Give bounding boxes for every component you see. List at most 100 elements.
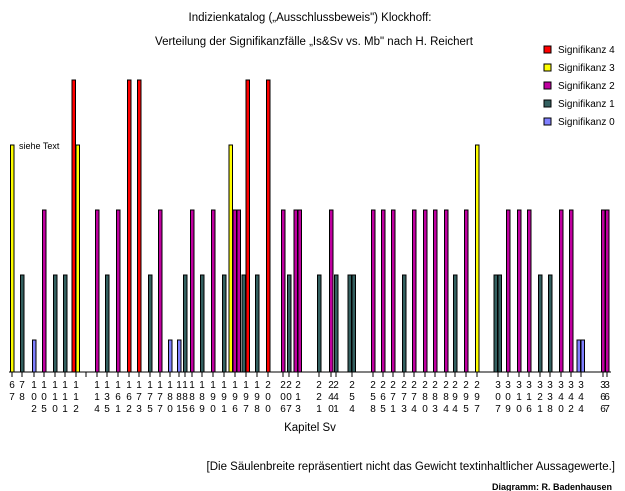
bar-344-signifikanz-0 <box>576 339 581 373</box>
bar-213-signifikanz-2 <box>293 209 298 373</box>
footnote: [Die Säulenbreite repräsentiert nicht da… <box>207 461 615 473</box>
bar-309-signifikanz-2 <box>506 209 511 373</box>
bar-162-signifikanz-4 <box>127 79 132 373</box>
bar-200-signifikanz-4 <box>266 79 271 373</box>
bar-307-signifikanz-1 <box>497 274 502 373</box>
bar-342-signifikanz-2 <box>569 209 574 373</box>
bar-112-signifikanz-3 <box>75 144 80 373</box>
legend: Signifikanz 4 Signifikanz 3 Signifikanz 2 S… <box>543 45 615 128</box>
bar-135-signifikanz-1 <box>105 274 110 373</box>
bar-206-signifikanz-2 <box>281 209 286 373</box>
bar-254-signifikanz-1 <box>351 274 356 373</box>
bar-321-signifikanz-1 <box>538 274 543 373</box>
bar-271-signifikanz-2 <box>391 209 396 373</box>
legend-label: Signifikanz 1 <box>558 99 615 110</box>
bar-273-signifikanz-1 <box>402 274 407 373</box>
legend-label: Signifikanz 2 <box>558 81 615 92</box>
bar-175-signifikanz-1 <box>148 274 153 373</box>
credit: Diagramm: R. Badenhausen <box>492 482 612 491</box>
bar-185-signifikanz-1 <box>183 274 188 373</box>
bar-197-signifikanz-4 <box>245 79 250 373</box>
bar-105-signifikanz-2 <box>42 209 47 373</box>
bar-102-signifikanz-0 <box>32 339 37 373</box>
x-ticks-group: 6 77 8 1 0 2 1 0 5 1 1 0 1 1 1 1 1 2 1 1 4 1 3 5 1 6 1 1 6 2 1 7 3 1 7 5 1 7 7… <box>9 372 610 415</box>
bar-344-signifikanz-0 <box>580 339 585 373</box>
bar-161-signifikanz-2 <box>116 209 121 373</box>
legend-label: Signifikanz 3 <box>558 63 615 74</box>
bar-307-signifikanz-1 <box>493 274 498 373</box>
bar-196-signifikanz-2 <box>236 209 241 373</box>
bar-110-signifikanz-1 <box>53 274 58 373</box>
bar-338-signifikanz-1 <box>548 274 553 373</box>
bar-366-signifikanz-2 <box>601 209 606 373</box>
bar-190-signifikanz-2 <box>211 209 216 373</box>
bar-265-signifikanz-2 <box>381 209 386 373</box>
bar-294-signifikanz-1 <box>453 274 458 373</box>
bar-197-signifikanz-1 <box>241 274 246 373</box>
bar-196-signifikanz-3 <box>228 144 233 373</box>
bar-280-signifikanz-2 <box>423 209 428 373</box>
bar-198-signifikanz-1 <box>255 274 260 373</box>
bar-254-signifikanz-1 <box>347 274 352 373</box>
bar-78-signifikanz-1 <box>20 274 25 373</box>
legend-swatch-magenta <box>543 81 552 90</box>
legend-swatch-blue <box>543 117 552 126</box>
bar-316-signifikanz-2 <box>527 209 532 373</box>
bar-173-signifikanz-4 <box>137 79 142 373</box>
bar-191-signifikanz-1 <box>222 274 227 373</box>
chart-title: Indizienkatalog („Ausschlussbeweis") Klo… <box>189 12 432 24</box>
x-axis-label: Kapitel Sv <box>284 422 336 434</box>
bar-181-signifikanz-0 <box>177 339 182 373</box>
bar-207-signifikanz-1 <box>287 274 292 373</box>
bar-189-signifikanz-1 <box>200 274 205 373</box>
legend-swatch-yellow <box>543 63 552 72</box>
bar-196-signifikanz-2 <box>232 209 237 373</box>
bar-284-signifikanz-2 <box>444 209 449 373</box>
bar-221-signifikanz-1 <box>317 274 322 373</box>
bar-340-signifikanz-2 <box>559 209 564 373</box>
bar-274-signifikanz-2 <box>412 209 417 373</box>
legend-swatch-dark-teal <box>543 99 552 108</box>
